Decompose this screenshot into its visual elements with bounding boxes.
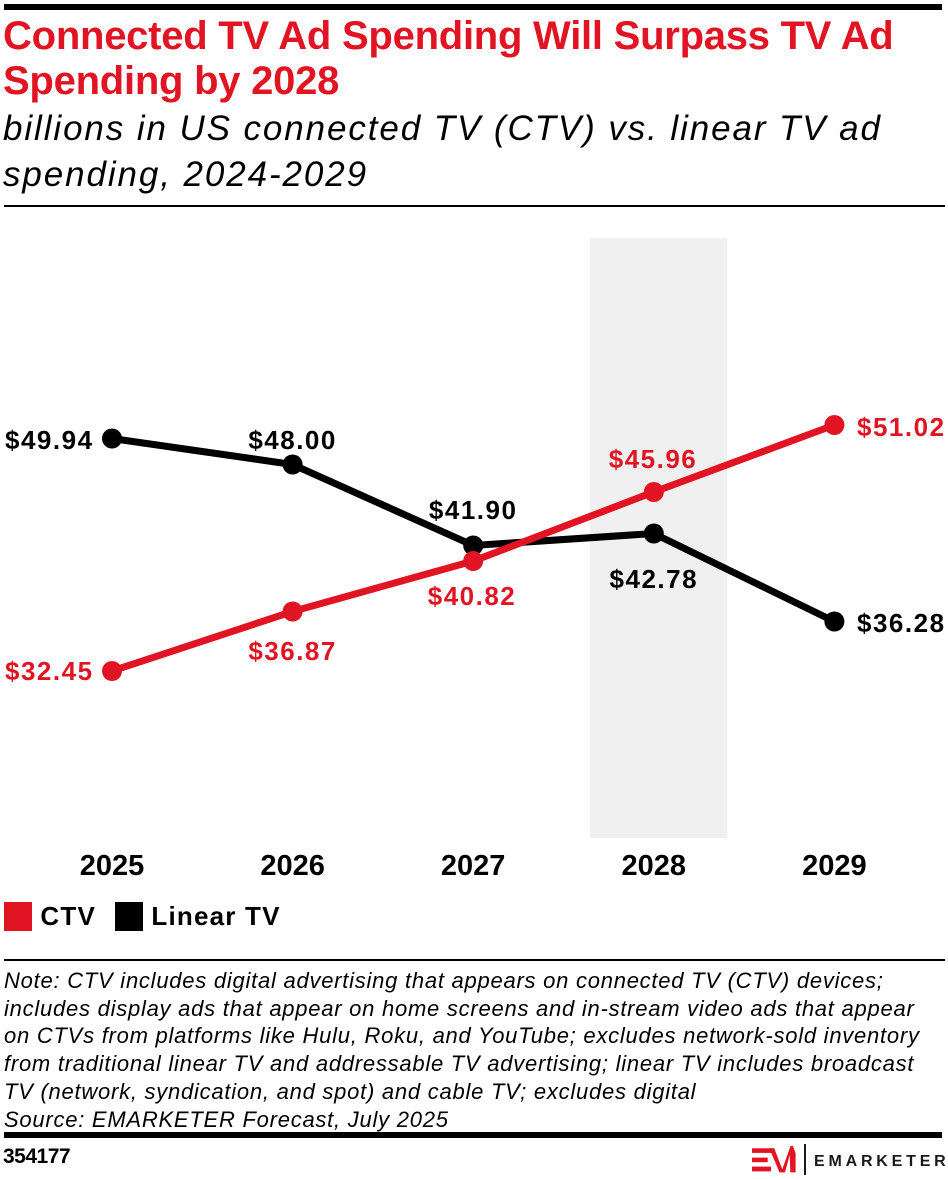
svg-text:EMARKETER: EMARKETER bbox=[814, 1153, 948, 1170]
